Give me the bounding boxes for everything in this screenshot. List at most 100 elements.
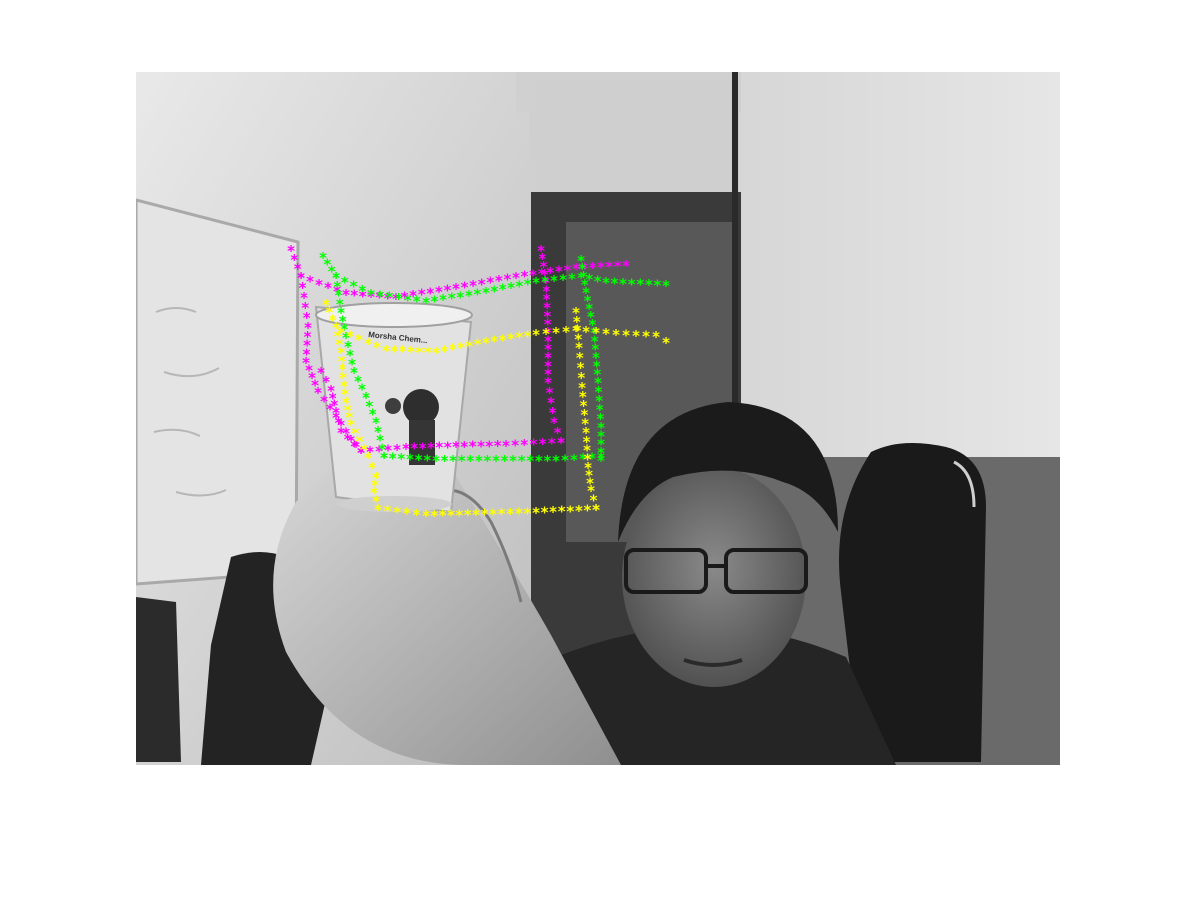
track-point-yellow: * — [372, 469, 380, 487]
track-point-magenta: * — [330, 397, 338, 415]
track-point-magenta: * — [544, 324, 552, 342]
track-point-green: * — [582, 284, 590, 302]
track-point-magenta: * — [303, 337, 311, 355]
track-point-magenta: * — [469, 438, 477, 456]
track-point-magenta: * — [419, 439, 427, 457]
track-point-yellow: * — [584, 450, 592, 468]
track-point-green: * — [597, 427, 605, 445]
track-point-green: * — [501, 452, 509, 470]
track-point-yellow: * — [573, 313, 581, 331]
track-point-green: * — [597, 436, 605, 454]
track-point-green: * — [482, 284, 490, 302]
track-point-yellow: * — [652, 328, 660, 346]
track-point-yellow: * — [342, 394, 350, 412]
track-point-green: * — [344, 338, 352, 356]
track-point-magenta: * — [589, 259, 597, 277]
track-point-green: * — [376, 432, 384, 450]
track-point-green: * — [389, 450, 397, 468]
track-point-magenta: * — [563, 261, 571, 279]
track-point-magenta: * — [303, 345, 311, 363]
track-point-magenta: * — [443, 281, 451, 299]
track-point-green: * — [350, 278, 358, 296]
track-point-green: * — [376, 287, 384, 305]
track-point-green: * — [492, 452, 500, 470]
track-point-magenta: * — [306, 272, 314, 290]
track-point-green: * — [593, 366, 601, 384]
track-point-green: * — [404, 291, 412, 309]
track-point-green: * — [591, 341, 599, 359]
track-point-green: * — [595, 383, 603, 401]
track-point-yellow: * — [347, 416, 355, 434]
track-point-yellow: * — [580, 406, 588, 424]
track-series-yellow: *********************** * * * * * * * * * * * * * * * * *… — [322, 296, 670, 525]
track-point-yellow: * — [572, 322, 580, 340]
track-point-magenta: * — [401, 289, 409, 307]
track-point-green: * — [367, 286, 375, 304]
track-point-magenta: * — [461, 278, 469, 296]
track-point-green: * — [585, 300, 593, 318]
track-point-magenta: * — [375, 289, 383, 307]
track-point-green: * — [319, 249, 327, 267]
track-point-green: * — [593, 357, 601, 375]
track-point-yellow: * — [622, 327, 630, 345]
track-point-yellow: * — [575, 339, 583, 357]
track-point-green: * — [570, 451, 578, 469]
track-point-magenta: * — [542, 282, 550, 300]
track-point-green: * — [458, 452, 466, 470]
track-point-magenta: * — [332, 409, 340, 427]
track-point-magenta: * — [548, 435, 556, 453]
track-point-magenta: * — [544, 341, 552, 359]
track-point-magenta: * — [554, 424, 562, 442]
track-point-yellow: * — [524, 327, 532, 345]
track-point-yellow: * — [580, 397, 588, 415]
track-point-green: * — [597, 419, 605, 437]
track-point-green: * — [413, 293, 421, 311]
track-point-green: * — [335, 287, 343, 305]
track-point-yellow: * — [382, 342, 390, 360]
track-point-yellow: * — [498, 505, 506, 523]
track-point-yellow: * — [489, 505, 497, 523]
track-point-magenta: * — [555, 263, 563, 281]
track-point-green: * — [341, 273, 349, 291]
track-point-magenta: * — [304, 319, 312, 337]
track-point-yellow: * — [346, 328, 354, 346]
track-point-green: * — [552, 452, 560, 470]
track-point-magenta: * — [304, 328, 312, 346]
track-point-magenta: * — [402, 440, 410, 458]
track-point-magenta: * — [544, 366, 552, 384]
track-point-magenta: * — [542, 274, 550, 292]
track-point-yellow: * — [532, 326, 540, 344]
track-point-green: * — [602, 274, 610, 292]
track-point-green: * — [597, 444, 605, 462]
track-point-green: * — [577, 269, 585, 287]
backpack — [839, 443, 986, 762]
track-point-green: * — [619, 275, 627, 293]
track-point-yellow: * — [587, 482, 595, 500]
track-point-green: * — [372, 414, 380, 432]
track-point-yellow: * — [364, 335, 372, 353]
track-point-magenta: * — [335, 414, 343, 432]
track-point-green: * — [594, 374, 602, 392]
paper-cup: Morsha Chem... — [314, 302, 473, 514]
track-point-yellow: * — [432, 344, 440, 362]
track-point-yellow: * — [532, 504, 540, 522]
track-point-magenta: * — [290, 251, 298, 269]
track-point-magenta: * — [495, 272, 503, 290]
track-point-green: * — [591, 332, 599, 350]
track-point-yellow: * — [334, 327, 342, 345]
track-point-magenta: * — [444, 438, 452, 456]
track-point-magenta: * — [427, 439, 435, 457]
track-point-magenta: * — [544, 332, 552, 350]
track-point-magenta: * — [529, 266, 537, 284]
track-point-yellow: * — [403, 505, 411, 523]
track-point-yellow: * — [515, 505, 523, 523]
track-point-yellow: * — [542, 325, 550, 343]
track-point-green: * — [354, 372, 362, 390]
track-point-green: * — [507, 279, 515, 297]
track-point-magenta: * — [320, 392, 328, 410]
track-point-magenta: * — [297, 269, 305, 287]
track-point-yellow: * — [552, 324, 560, 342]
track-point-green: * — [350, 364, 358, 382]
track-point-magenta: * — [452, 280, 460, 298]
